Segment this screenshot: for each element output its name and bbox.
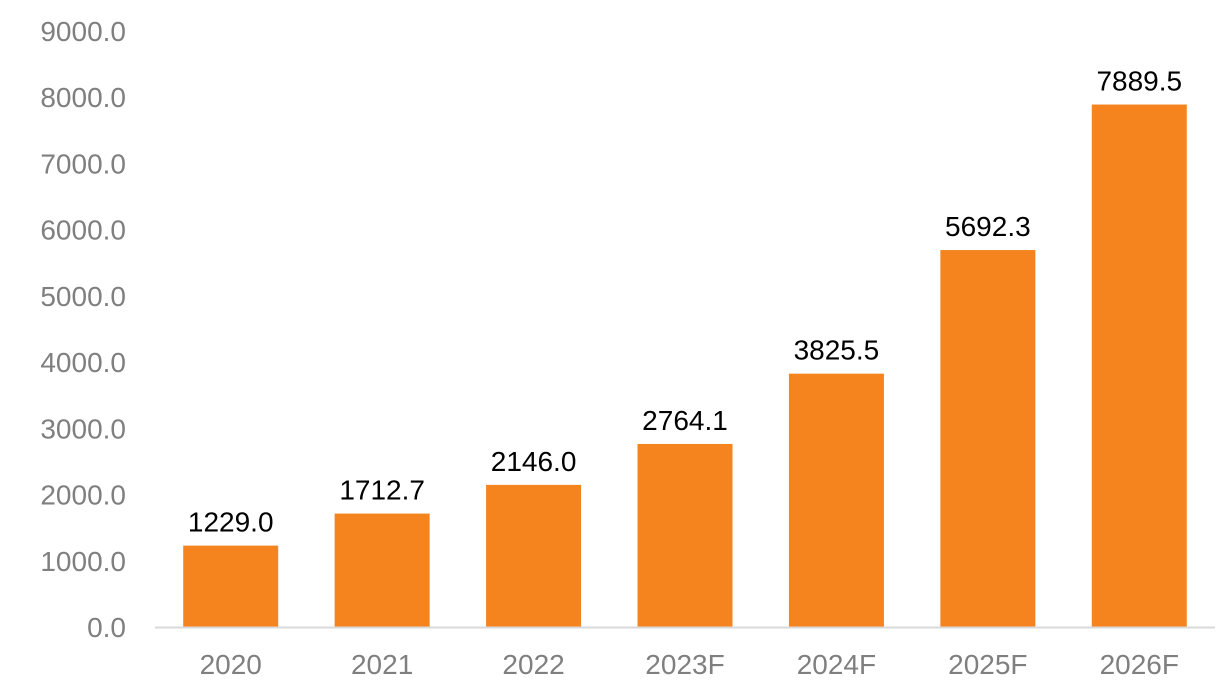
data-label: 5692.3 xyxy=(945,211,1031,242)
bar xyxy=(637,443,733,627)
bar xyxy=(183,545,279,627)
x-tick-label: 2020 xyxy=(200,649,262,680)
data-label: 1712.7 xyxy=(339,475,425,506)
bar xyxy=(486,484,582,627)
bar xyxy=(1091,104,1187,627)
data-labels: 1229.0 1712.7 2146.0 2764.1 3825.5 5692.3 7889… xyxy=(188,66,1182,538)
y-tick-label: 4000.0 xyxy=(40,347,126,378)
x-axis: 2020 2021 2022 2023F 2024F 2025F 2026F xyxy=(200,649,1179,680)
x-tick-label: 2023F xyxy=(645,649,724,680)
y-tick-label: 8000.0 xyxy=(40,82,126,113)
bar xyxy=(334,513,430,627)
data-label: 2764.1 xyxy=(642,405,728,436)
y-tick-label: 9000.0 xyxy=(40,16,126,47)
data-label: 2146.0 xyxy=(491,446,577,477)
x-tick-label: 2026F xyxy=(1100,649,1179,680)
x-tick-label: 2022 xyxy=(502,649,564,680)
y-tick-label: 5000.0 xyxy=(40,281,126,312)
data-label: 1229.0 xyxy=(188,507,274,538)
y-tick-label: 6000.0 xyxy=(40,215,126,246)
x-tick-label: 2025F xyxy=(948,649,1027,680)
y-tick-label: 0.0 xyxy=(87,612,126,643)
bars xyxy=(183,104,1187,627)
x-tick-label: 2021 xyxy=(351,649,413,680)
y-tick-label: 7000.0 xyxy=(40,148,126,179)
y-tick-label: 3000.0 xyxy=(40,413,126,444)
y-tick-label: 1000.0 xyxy=(40,546,126,577)
y-axis: 0.0 1000.0 2000.0 3000.0 4000.0 5000.0 6000.0 7… xyxy=(40,16,126,643)
x-tick-label: 2024F xyxy=(797,649,876,680)
data-label: 3825.5 xyxy=(794,335,880,366)
bar xyxy=(940,250,1036,627)
y-tick-label: 2000.0 xyxy=(40,480,126,511)
data-label: 7889.5 xyxy=(1096,66,1182,97)
bar xyxy=(788,373,884,627)
